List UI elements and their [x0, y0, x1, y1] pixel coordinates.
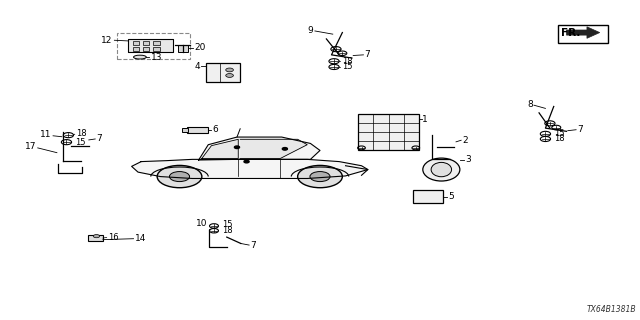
Text: 10: 10 — [195, 219, 207, 228]
Polygon shape — [132, 159, 368, 179]
Circle shape — [226, 68, 234, 72]
Text: 8: 8 — [527, 100, 532, 109]
Circle shape — [282, 148, 287, 150]
Text: 1: 1 — [422, 115, 428, 124]
Text: TX64B1381B: TX64B1381B — [586, 305, 636, 314]
Circle shape — [93, 235, 100, 238]
Text: 6: 6 — [212, 125, 218, 134]
Ellipse shape — [423, 158, 460, 181]
Circle shape — [310, 172, 330, 181]
Text: 18: 18 — [76, 129, 86, 138]
Text: 3: 3 — [466, 155, 471, 164]
Circle shape — [170, 172, 189, 181]
Bar — [177, 45, 188, 52]
Circle shape — [298, 165, 342, 188]
Polygon shape — [198, 137, 320, 160]
Text: 18: 18 — [342, 57, 353, 66]
Bar — [358, 114, 419, 150]
Bar — [154, 47, 160, 51]
Text: FR.: FR. — [561, 28, 580, 37]
Text: 4: 4 — [195, 62, 200, 71]
Text: 7: 7 — [365, 50, 371, 59]
Circle shape — [234, 146, 239, 148]
Circle shape — [244, 160, 249, 163]
Text: 15: 15 — [554, 129, 564, 138]
Bar — [182, 128, 188, 132]
Bar — [413, 190, 444, 203]
Polygon shape — [566, 27, 600, 38]
Text: 18: 18 — [554, 134, 564, 143]
Text: 9: 9 — [308, 26, 314, 35]
Text: 7: 7 — [97, 134, 102, 143]
Text: 2: 2 — [463, 136, 468, 145]
Text: 14: 14 — [135, 234, 146, 243]
Bar — [558, 25, 608, 43]
Bar — [187, 126, 207, 133]
Text: 15: 15 — [342, 62, 353, 71]
Circle shape — [226, 74, 234, 77]
Text: 16: 16 — [108, 233, 118, 242]
Bar — [129, 39, 173, 52]
Text: 12: 12 — [101, 36, 113, 45]
Text: 15: 15 — [221, 220, 232, 229]
Polygon shape — [240, 139, 307, 158]
Bar — [133, 47, 140, 51]
Bar — [143, 42, 150, 45]
Bar — [117, 33, 190, 59]
Bar — [206, 63, 239, 82]
Bar — [133, 42, 140, 45]
Circle shape — [157, 165, 202, 188]
Polygon shape — [202, 139, 238, 158]
Text: 7: 7 — [577, 125, 583, 134]
Text: 18: 18 — [221, 226, 232, 235]
Bar — [88, 235, 103, 241]
Text: 20: 20 — [194, 43, 205, 52]
Text: 17: 17 — [25, 142, 36, 151]
Text: 5: 5 — [449, 192, 454, 201]
Text: 11: 11 — [40, 130, 52, 139]
Text: 13: 13 — [151, 52, 163, 61]
Text: 7: 7 — [250, 241, 256, 250]
Bar — [154, 42, 160, 45]
Text: 15: 15 — [75, 138, 85, 147]
Bar — [143, 47, 150, 51]
Ellipse shape — [431, 162, 452, 177]
Ellipse shape — [134, 55, 147, 59]
